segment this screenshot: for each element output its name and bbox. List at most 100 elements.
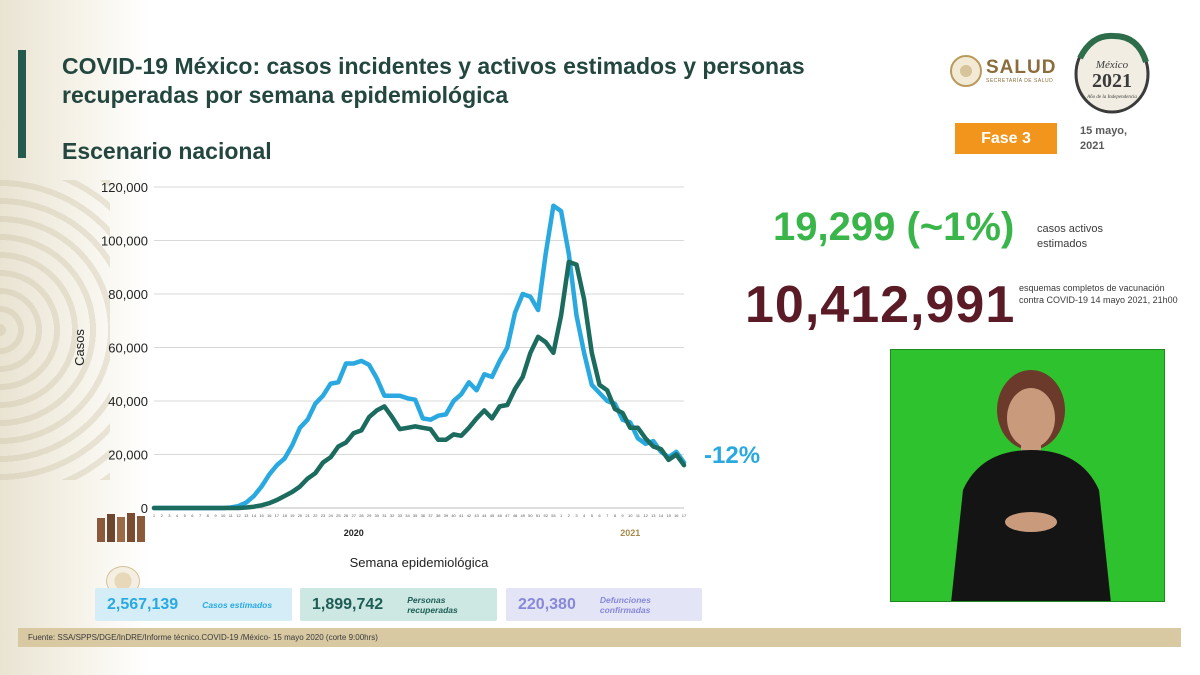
y-tick-label: 0	[141, 501, 148, 516]
summary-value: 2,567,139	[107, 595, 179, 613]
x-tick-label: 10	[221, 513, 226, 518]
x-axis-label: Semana epidemiológica	[350, 555, 490, 570]
estimated-cases-series-line	[151, 203, 687, 511]
x-tick-label: 16	[674, 513, 679, 518]
summary-label: Defunciones confirmadas	[599, 594, 651, 615]
logo-2021-line3: Año de la Independencia	[1086, 95, 1137, 100]
summary-value: 1,899,742	[312, 595, 384, 613]
x-tick-label: 11	[636, 513, 641, 518]
summary-estimated-cases: 2,567,139 Casos estimados	[95, 588, 292, 621]
x-tick-label: 20	[298, 513, 303, 518]
summary-label: Casos estimados	[202, 599, 273, 610]
x-tick-label: 41	[459, 513, 464, 518]
y-tick-label: 120,000	[101, 180, 148, 195]
title-accent-bar	[18, 50, 26, 158]
x-tick-label: 7	[606, 513, 609, 518]
y-tick-label: 80,000	[108, 287, 148, 302]
summary-label: Personas recuperadas	[407, 594, 458, 615]
x-tick-label: 11	[229, 513, 234, 518]
x-tick-label: 51	[536, 513, 541, 518]
x-tick-label: 4	[583, 513, 586, 518]
salud-logo-text: SALUD	[986, 57, 1057, 78]
x-tick-label: 23	[321, 513, 326, 518]
page-subtitle: Escenario nacional	[62, 138, 272, 164]
x-tick-label: 48	[513, 513, 518, 518]
x-tick-label: 45	[490, 513, 495, 518]
vaccination-label: esquemas completos de vacunación contra …	[1019, 283, 1178, 305]
active-cases-value: 19,299 (~1%)	[773, 205, 1015, 249]
cases-line-chart: 0 20,000 40,000 60,000 80,000 100,000 120,000 1…	[72, 180, 687, 570]
x-tick-label: 3	[168, 513, 171, 518]
x-tick-label: 39	[444, 513, 449, 518]
x-tick-label: 50	[528, 513, 533, 518]
page-title: COVID-19 México: casos incidentes y acti…	[62, 53, 805, 108]
decorative-figures-image	[97, 513, 145, 542]
x-tick-label: 2	[568, 513, 571, 518]
sign-language-interpreter-video	[890, 349, 1165, 602]
x-tick-label: 53	[551, 513, 556, 518]
x-tick-label: 21	[305, 513, 310, 518]
logo-2021-line1: México	[1095, 59, 1129, 71]
active-cases-label: casos activos estimados	[1037, 223, 1104, 250]
y-tick-label: 40,000	[108, 394, 148, 409]
summary-value: 220,380	[518, 595, 576, 613]
x-tick-label: 26	[344, 513, 349, 518]
x-tick-label: 40	[451, 513, 456, 518]
report-date: 15 mayo, 2021	[1080, 125, 1128, 152]
x-tick-label: 6	[191, 513, 194, 518]
x-tick-label: 32	[390, 513, 395, 518]
x-tick-label: 17	[275, 513, 280, 518]
x-tick-label: 36	[421, 513, 426, 518]
x-tick-label: 37	[428, 513, 433, 518]
x-tick-label: 29	[367, 513, 372, 518]
x-tick-label: 47	[505, 513, 510, 518]
x-tick-label: 10	[628, 513, 633, 518]
x-tick-label: 18	[282, 513, 287, 518]
x-tick-label: 42	[467, 513, 472, 518]
year-label: 2020	[344, 528, 364, 538]
x-tick-label: 8	[207, 513, 210, 518]
phase-badge: Fase 3	[955, 123, 1057, 154]
seal-icon	[950, 55, 982, 87]
trend-annotation: -12%	[704, 442, 761, 469]
x-tick-label: 43	[474, 513, 479, 518]
x-tick-label: 46	[497, 513, 502, 518]
x-tick-label: 24	[328, 513, 333, 518]
interpreter-figure	[951, 370, 1111, 601]
x-tick-label: 38	[436, 513, 441, 518]
x-tick-label: 13	[244, 513, 249, 518]
x-tick-label: 52	[544, 513, 549, 518]
mexico-2021-logo: México 2021 Año de la Independencia	[1074, 32, 1150, 114]
summary-recovered: 1,899,742 Personas recuperadas	[300, 588, 497, 621]
logo-2021-line2: 2021	[1092, 70, 1132, 92]
x-tick-label: 15	[666, 513, 671, 518]
x-tick-label: 19	[290, 513, 295, 518]
x-tick-label: 5	[591, 513, 594, 518]
y-tick-label: 20,000	[108, 448, 148, 463]
active-cases-series-line	[151, 259, 687, 511]
x-tick-label: 8	[614, 513, 617, 518]
y-tick-label: 100,000	[101, 234, 148, 249]
y-axis-label: Casos	[72, 329, 87, 366]
x-tick-label: 5	[184, 513, 187, 518]
x-tick-label: 35	[413, 513, 418, 518]
x-tick-label: 2	[161, 513, 164, 518]
x-tick-label: 9	[214, 513, 217, 518]
x-tick-label: 25	[336, 513, 341, 518]
salud-logo: SALUD SECRETARÍA DE SALUD	[950, 52, 1060, 90]
x-tick-label: 12	[643, 513, 648, 518]
x-tick-label: 16	[267, 513, 272, 518]
x-tick-label: 14	[659, 513, 664, 518]
x-tick-label: 49	[520, 513, 525, 518]
x-tick-label: 1	[153, 513, 156, 518]
decorative-background	[0, 0, 150, 675]
x-tick-label: 7	[199, 513, 202, 518]
x-tick-label: 34	[405, 513, 410, 518]
summary-deaths: 220,380 Defunciones confirmadas	[506, 588, 702, 621]
x-tick-label: 22	[313, 513, 318, 518]
x-tick-label: 33	[398, 513, 403, 518]
x-tick-label: 28	[359, 513, 364, 518]
x-tick-label: 44	[482, 513, 487, 518]
y-tick-label: 60,000	[108, 341, 148, 356]
x-tick-label: 14	[252, 513, 257, 518]
